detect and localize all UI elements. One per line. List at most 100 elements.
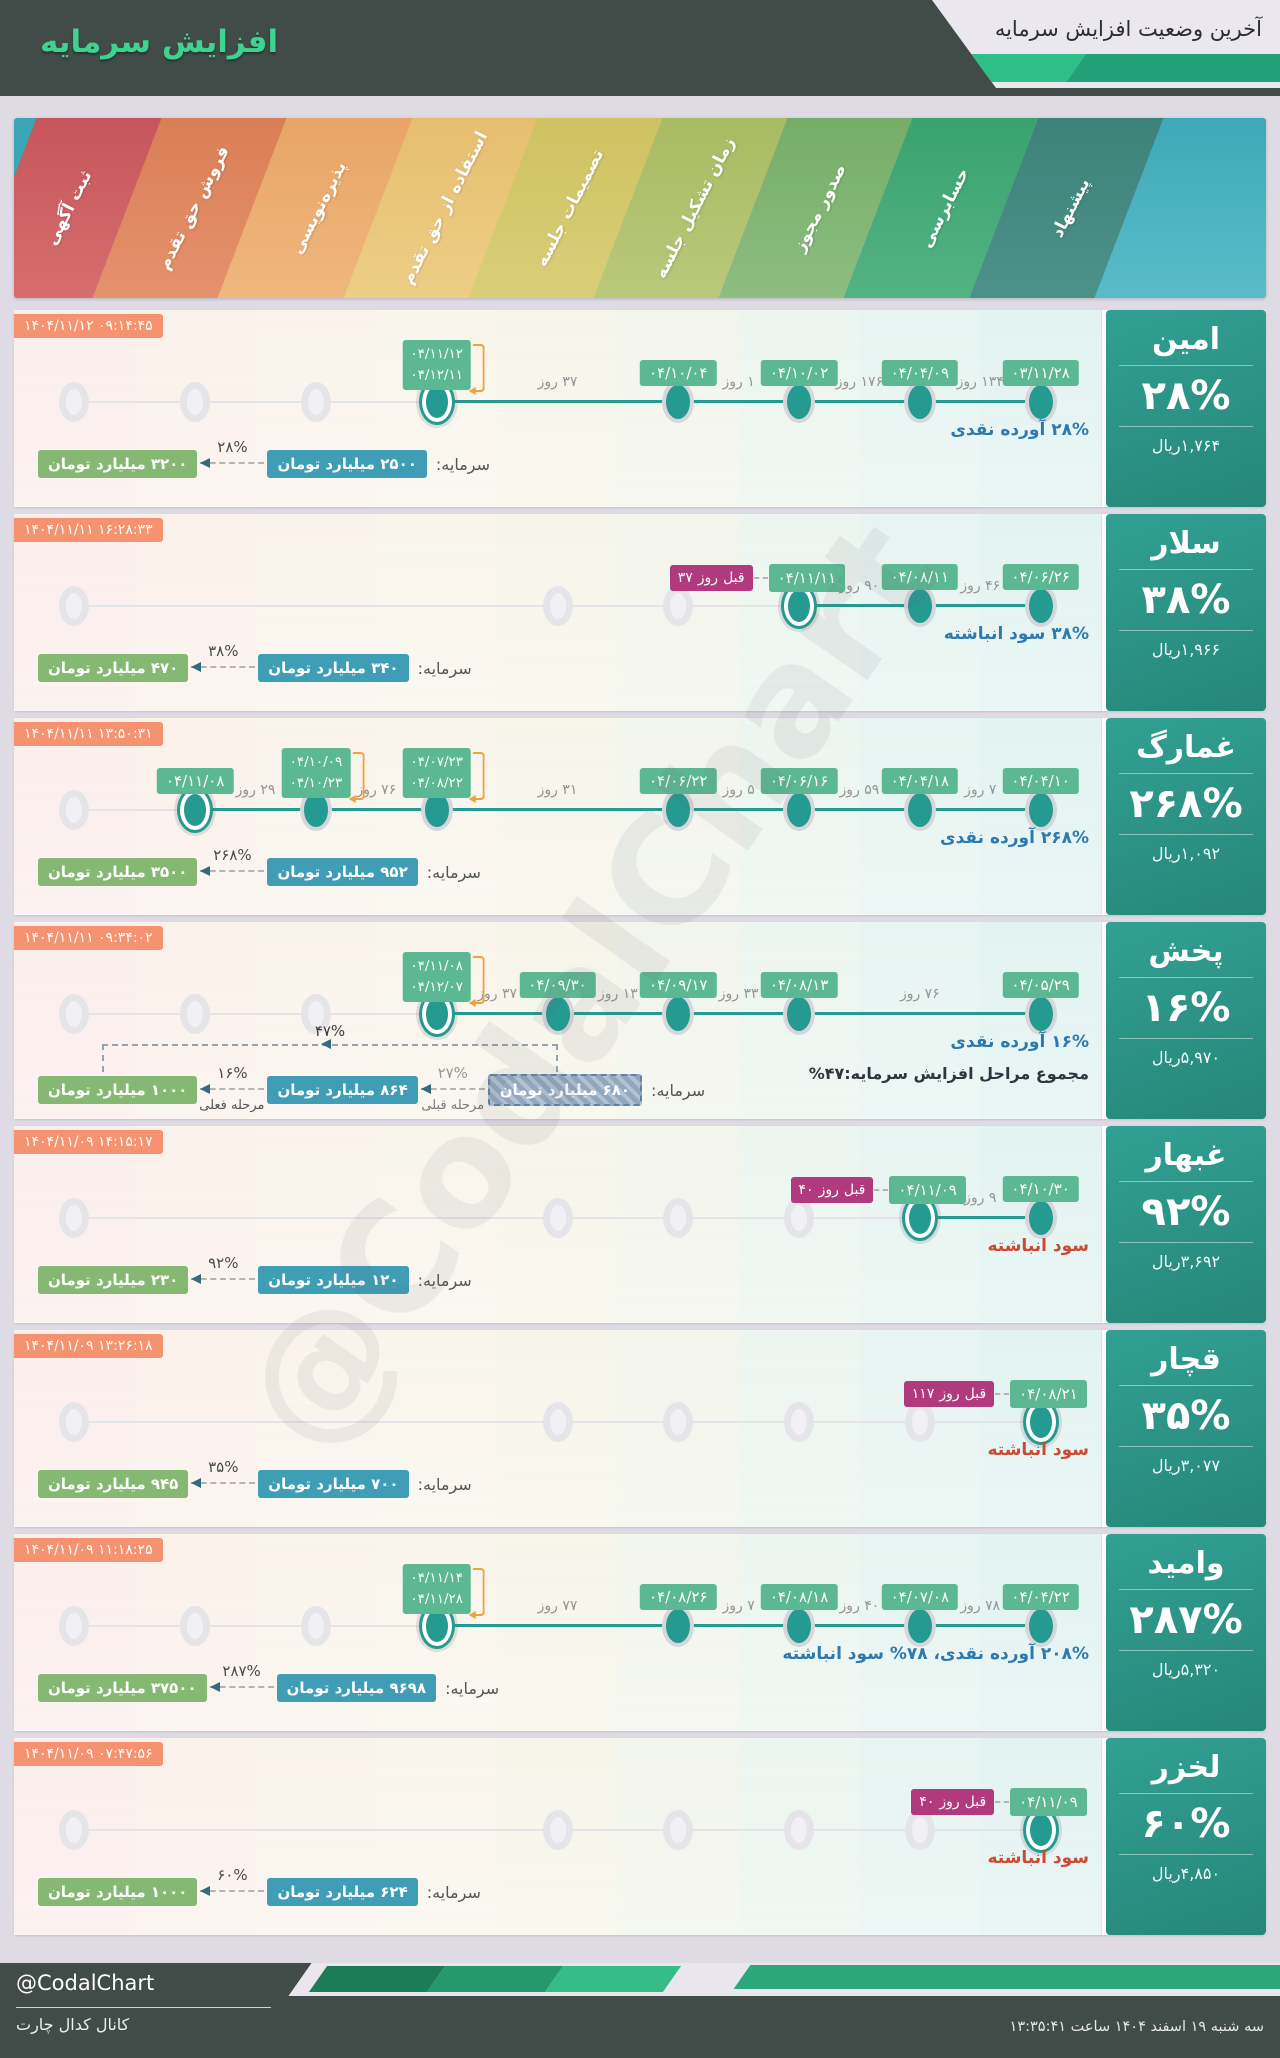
capital-new-badge: ۳۲۰۰ میلیارد تومان — [38, 450, 198, 478]
pending-stage-dot — [542, 586, 573, 626]
capital-percent-label: ۶۰% — [217, 1866, 248, 1884]
footer-divider — [16, 2007, 271, 2008]
pending-stage-dot — [663, 1198, 694, 1238]
pending-stage-dot — [59, 1198, 90, 1238]
current-stage-badges: ۴۰ روز قبل ۰۴/۱۱/۰۹ — [911, 1788, 1087, 1816]
date-badge: ۰۴/۰۴/۲۲ — [1002, 1584, 1079, 1610]
company-card: غبهار ۹۲% ۳,۶۹۲ریال — [1106, 1126, 1266, 1323]
company-row: ۱۴۰۴/۱۱/۱۱ ۰۹:۳۴:۰۲ ۰۴/۰۹/۳۰ ۰۴/۰۹/۱۷ ۰۴/۰۸… — [14, 922, 1266, 1119]
company-percent: ۲۶۸% — [1129, 781, 1243, 827]
stage-sublabel: مرحله قبلی — [421, 1098, 485, 1113]
capital-percent-label: ۲۷% — [437, 1064, 468, 1082]
pending-stage-dot — [180, 382, 211, 422]
capital-row: ۱۰۰۰ میلیارد تومان ۶۰% ۶۲۴ میلیارد تومان سر… — [38, 1866, 481, 1906]
capital-percent-label: ۳۸% — [208, 642, 239, 660]
days-ago-badge: ۱۱۷ روز قبل — [903, 1381, 995, 1407]
completed-stage-dot — [662, 993, 695, 1035]
company-name: قچار — [1151, 1342, 1221, 1377]
capital-label: سرمایه: — [426, 862, 481, 882]
completed-stage-dot — [1024, 1197, 1057, 1239]
days-between-label: ۱۳۴ روز — [956, 374, 1004, 390]
completed-stage-dot — [783, 381, 816, 423]
stage-column-bg — [980, 514, 1102, 711]
card-divider — [1119, 773, 1253, 774]
stage-column-bg — [376, 514, 499, 711]
capital-previous-badge: ۶۸۰ میلیارد تومان — [487, 1074, 643, 1106]
timestamp-badge: ۱۴۰۴/۱۱/۱۱ ۰۹:۳۴:۰۲ — [14, 926, 163, 950]
completed-stage-dot — [1024, 1605, 1057, 1647]
card-divider — [1119, 630, 1253, 631]
increase-type-note: سود انباشته — [987, 1440, 1089, 1460]
capital-new-badge: ۱۰۰۰ میلیارد تومان — [38, 1878, 198, 1906]
card-divider — [1119, 1793, 1253, 1794]
stage-column-bg — [738, 310, 861, 507]
increase-type-note: ۱۶% آورده نقدی — [950, 1032, 1089, 1052]
capital-label: سرمایه: — [417, 1270, 472, 1290]
stage-column-bg — [859, 1738, 982, 1935]
date-range-bracket-icon — [469, 344, 486, 395]
capital-row: ۴۷۰ میلیارد تومان ۳۸% ۳۴۰ میلیارد تومان سرم… — [38, 642, 472, 682]
total-stages-note: مجموع مراحل افزایش سرمایه:۴۷% — [808, 1064, 1089, 1083]
card-divider — [1119, 834, 1253, 835]
capital-label: سرمایه: — [426, 1882, 481, 1902]
increase-type-note: سود انباشته — [987, 1236, 1089, 1256]
dashed-connector — [995, 1393, 1010, 1395]
days-between-label: ۷۷ روز — [537, 1598, 578, 1614]
capital-label: سرمایه: — [651, 1080, 706, 1100]
stage-column-bg — [134, 1738, 257, 1935]
capital-arrow: ۲۶۸% — [200, 846, 265, 876]
channel-name: کانال کدال چارت — [16, 2015, 130, 2034]
capital-current-badge: ۶۲۴ میلیارد تومان — [267, 1878, 418, 1906]
timestamp-badge: ۱۴۰۴/۱۱/۱۱ ۱۳:۵۰:۳۱ — [14, 722, 163, 746]
card-divider — [1119, 1242, 1253, 1243]
footer: @CodalChart کانال کدال چارت سه شنبه ۱۹ ا… — [0, 1963, 1280, 2058]
page-title: افزایش سرمایه — [40, 24, 279, 60]
capital-row: ۳۷۵۰۰ میلیارد تومان ۲۸۷% ۹۶۹۸ میلیارد توما… — [38, 1662, 499, 1702]
date-badge: ۰۴/۰۴/۱۰ — [1002, 768, 1079, 794]
company-percent: ۱۶% — [1141, 985, 1231, 1031]
timestamp-badge: ۱۴۰۴/۱۱/۰۹ ۱۳:۲۶:۱۸ — [14, 1334, 163, 1358]
company-name: پخش — [1148, 934, 1224, 969]
days-between-label: ۳۱ روز — [537, 782, 578, 798]
pending-stage-dot — [59, 586, 90, 626]
pending-stage-dot — [180, 994, 211, 1034]
stage-column-bg — [497, 1534, 619, 1731]
completed-stage-dot — [903, 789, 936, 831]
pending-stage-dot — [663, 586, 694, 626]
completed-stage-dot — [541, 993, 574, 1035]
date-badge: ۰۴/۰۷/۰۸ — [881, 1584, 959, 1610]
company-percent: ۲۸۷% — [1129, 1597, 1243, 1643]
timestamp-badge: ۱۴۰۴/۱۱/۱۱ ۱۶:۲۸:۳۳ — [14, 518, 163, 542]
total-percent-path: ۴۷% — [102, 1022, 558, 1072]
green-accent-bar-dark — [1066, 54, 1280, 82]
days-between-label: ۵ روز — [722, 782, 755, 798]
date-badge: ۰۴/۰۹/۳۰ — [519, 972, 596, 998]
card-divider — [1119, 365, 1253, 366]
stage-column-bg — [497, 718, 619, 915]
pending-stage-dot — [784, 1402, 815, 1442]
company-row: ۱۴۰۴/۱۱/۱۲ ۰۹:۱۴:۴۵ ۰۴/۱۰/۰۴ ۰۴/۱۰/۰۲ ۰۴/۰۴… — [14, 310, 1266, 507]
days-between-label: ۵۹ روز — [839, 782, 880, 798]
capital-arrow: ۳۸% — [191, 642, 256, 672]
date-badge: ۰۴/۱۱/۱۴ ۰۴/۱۱/۲۸ — [402, 1564, 486, 1619]
company-percent: ۳۸% — [1141, 577, 1231, 623]
company-name: لخزر — [1151, 1750, 1221, 1785]
pending-stage-dot — [59, 1402, 90, 1442]
card-divider — [1119, 1854, 1253, 1855]
stage-column-bg — [859, 922, 982, 1119]
company-price: ۱,۹۶۶ریال — [1151, 640, 1221, 659]
company-row: ۱۴۰۴/۱۱/۰۹ ۱۴:۱۵:۱۷ ۰۴/۱۰/۳۰ ۴۰ روز قبل ۰۴/۱۱… — [14, 1126, 1266, 1323]
pending-stage-dot — [59, 1810, 90, 1850]
capital-row: ۳۲۰۰ میلیارد تومان ۲۸% ۲۵۰۰ میلیارد تومان س… — [38, 438, 490, 478]
capital-arrow: ۱۶% مرحله فعلی — [199, 1064, 265, 1113]
company-price: ۳,۰۷۷ریال — [1151, 1456, 1221, 1475]
pending-stage-dot — [59, 1606, 90, 1646]
company-row: ۱۴۰۴/۱۱/۱۱ ۱۳:۵۰:۳۱ ۰۴/۱۰/۰۹ ۰۴/۱۰/۲۳ ۰۴/۰۷… — [14, 718, 1266, 915]
capital-row: ۲۳۰ میلیارد تومان ۹۲% ۱۲۰ میلیارد تومان سرم… — [38, 1254, 472, 1294]
completed-stage-dot — [1024, 381, 1057, 423]
date-badge: ۰۴/۰۸/۱۳ — [760, 972, 838, 998]
telegram-handle[interactable]: @CodalChart — [16, 1971, 155, 1995]
footer-datetime: سه شنبه ۱۹ اسفند ۱۴۰۴ ساعت ۱۳:۳۵:۴۱ — [1009, 2019, 1264, 2035]
date-badge: ۰۴/۰۶/۱۶ — [760, 768, 838, 794]
capital-new-badge: ۲۳۰ میلیارد تومان — [38, 1266, 189, 1294]
